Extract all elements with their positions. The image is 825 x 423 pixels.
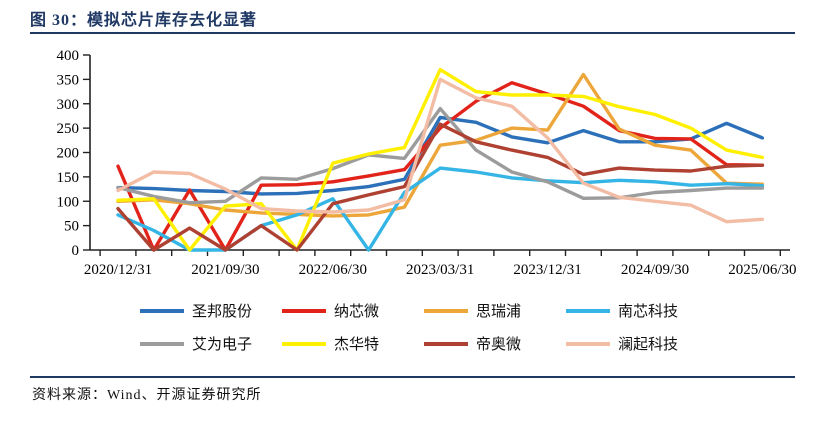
x-tick-label: 2023/03/31	[406, 262, 474, 278]
figure-title: 图 30：模拟芯片库存去化显著	[30, 12, 258, 29]
x-tick-label: 2021/09/30	[191, 262, 259, 278]
legend-swatch	[424, 308, 468, 313]
x-tick-label: 2020/12/31	[84, 262, 152, 278]
legend-item: 杰华特	[282, 333, 416, 354]
x-tick-label: 2023/12/31	[513, 262, 581, 278]
legend-swatch	[566, 308, 610, 313]
title-divider	[30, 32, 795, 34]
y-tick-label: 50	[64, 219, 79, 235]
x-tick-label: 2022/06/30	[299, 262, 367, 278]
legend-label: 纳芯微	[334, 304, 380, 320]
series-line-7	[116, 77, 765, 224]
y-tick-label: 250	[57, 121, 80, 137]
legend-item: 圣邦股份	[140, 300, 274, 321]
legend-swatch	[424, 341, 468, 346]
series-line-2	[116, 72, 765, 218]
y-tick-label: 100	[57, 194, 80, 210]
legend-label: 思瑞浦	[476, 304, 522, 320]
legend-label: 帝奥微	[476, 337, 522, 353]
legend-item: 思瑞浦	[424, 300, 558, 321]
line-chart: 0 50 100 150 200 250 300 350 400 2020/12/31 2021/0…	[0, 40, 825, 290]
series-line-6	[116, 122, 765, 252]
legend-item: 艾为电子	[140, 333, 274, 354]
source-note: 资料来源：Wind、开源证券研究所	[32, 388, 262, 403]
legend-label: 杰华特	[334, 337, 380, 353]
legend-swatch	[282, 308, 326, 313]
legend-label: 南芯科技	[618, 304, 679, 320]
y-tick-label: 0	[72, 243, 80, 259]
series-line-4	[116, 106, 765, 205]
source-divider	[30, 376, 795, 378]
legend-swatch	[140, 308, 184, 313]
legend-item: 澜起科技	[566, 333, 700, 354]
x-tick-label: 2024/09/30	[621, 262, 689, 278]
legend-label: 圣邦股份	[192, 304, 253, 320]
series-line-5	[116, 67, 765, 252]
chart-canvas: 0 50 100 150 200 250 300 350 400 2020/12/31 2021/0…	[57, 48, 797, 278]
legend-swatch	[282, 341, 326, 346]
y-tick-label: 150	[57, 170, 80, 186]
legend-swatch	[140, 341, 184, 346]
legend-item: 南芯科技	[566, 300, 700, 321]
legend-label: 澜起科技	[618, 337, 679, 353]
y-tick-label: 350	[57, 72, 80, 88]
y-tick-label: 300	[57, 97, 80, 113]
chart-legend: 圣邦股份 纳芯微 思瑞浦 南芯科技艾为电子 杰华特 帝奥微 澜起科技	[140, 300, 700, 354]
x-tick-label: 2025/06/30	[728, 262, 796, 278]
legend-item: 帝奥微	[424, 333, 558, 354]
legend-swatch	[566, 341, 610, 346]
y-tick-label: 200	[57, 146, 80, 162]
y-tick-label: 400	[57, 48, 80, 64]
legend-item: 纳芯微	[282, 300, 416, 321]
series-line-0	[116, 115, 765, 196]
legend-label: 艾为电子	[192, 337, 253, 353]
